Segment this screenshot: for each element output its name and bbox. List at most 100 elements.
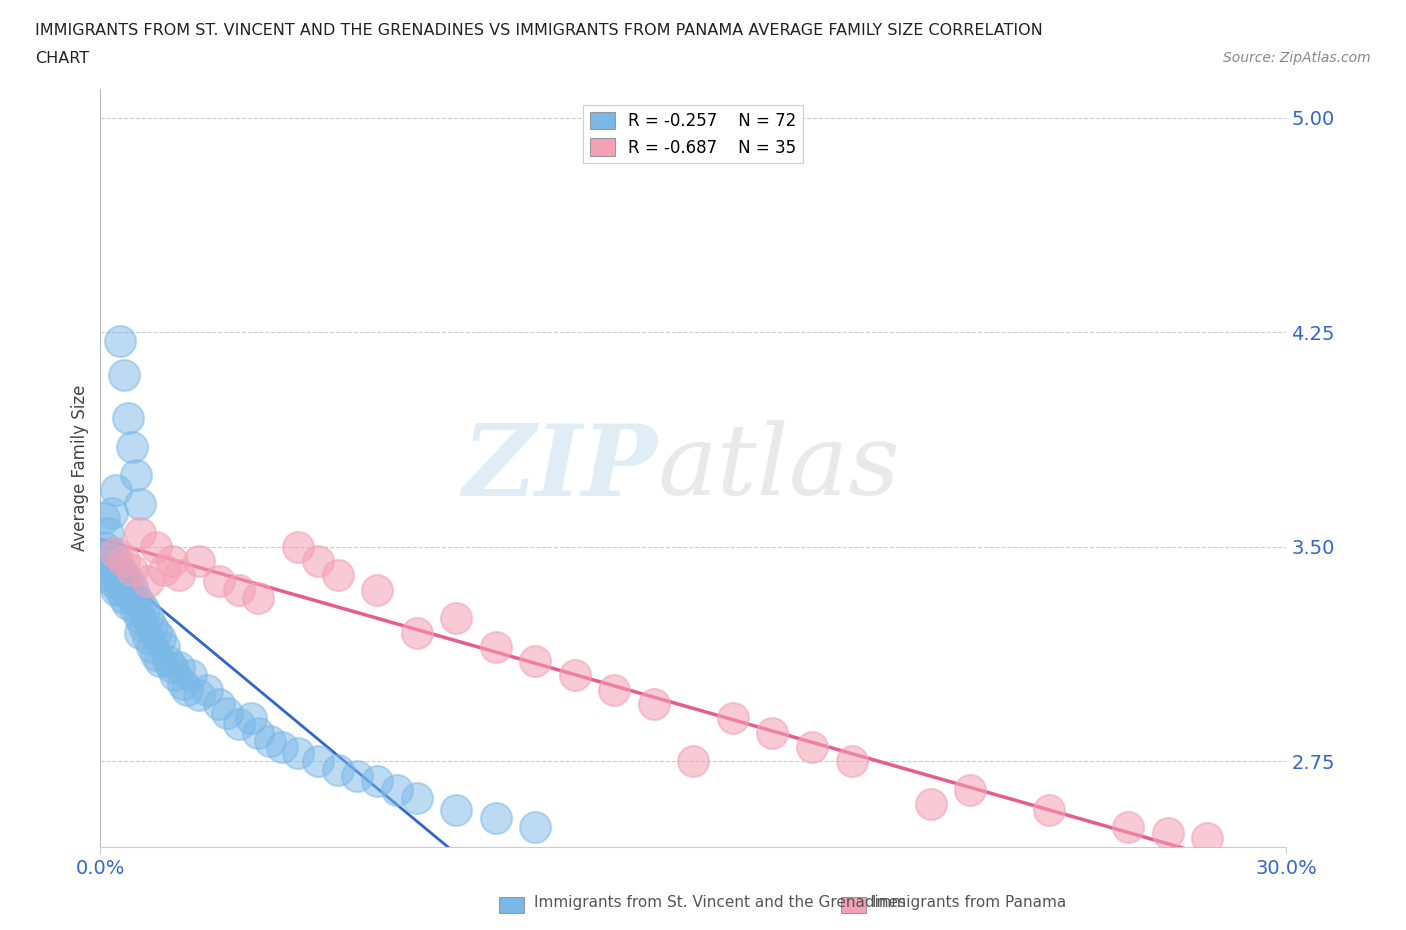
Point xyxy=(141,619,163,634)
Point xyxy=(101,505,124,520)
Point xyxy=(117,411,139,426)
Point xyxy=(101,563,124,578)
Text: Immigrants from Panama: Immigrants from Panama xyxy=(872,895,1066,910)
Point xyxy=(307,754,329,769)
Point xyxy=(228,717,250,732)
Point xyxy=(405,790,427,805)
Point xyxy=(959,782,981,797)
Point xyxy=(643,697,665,711)
Point xyxy=(112,553,135,568)
Point xyxy=(97,568,120,583)
Point xyxy=(346,768,368,783)
Point xyxy=(682,754,704,769)
Point xyxy=(920,797,942,812)
Point xyxy=(195,683,218,698)
Point xyxy=(169,659,191,674)
Point xyxy=(125,603,148,618)
Point xyxy=(121,591,143,605)
Point xyxy=(180,668,202,683)
Text: Immigrants from St. Vincent and the Grenadines: Immigrants from St. Vincent and the Gren… xyxy=(534,895,907,910)
Point xyxy=(259,734,281,749)
Point xyxy=(239,711,262,725)
Point xyxy=(287,745,309,760)
Point xyxy=(485,640,508,655)
Point xyxy=(145,539,167,554)
Point xyxy=(132,619,155,634)
Point xyxy=(105,553,128,568)
Y-axis label: Average Family Size: Average Family Size xyxy=(72,385,89,551)
Point xyxy=(108,574,131,589)
Point xyxy=(105,568,128,583)
Point xyxy=(112,368,135,383)
Point xyxy=(287,539,309,554)
Point xyxy=(385,782,408,797)
Point xyxy=(125,468,148,483)
Point xyxy=(152,563,174,578)
Point xyxy=(125,591,148,605)
Point xyxy=(145,625,167,640)
Point xyxy=(485,811,508,826)
Point xyxy=(93,511,115,525)
Point xyxy=(105,545,128,560)
Point xyxy=(366,774,388,789)
Point xyxy=(108,334,131,349)
Point xyxy=(112,579,135,594)
Point xyxy=(128,611,150,626)
Point xyxy=(524,819,547,834)
Point xyxy=(271,739,294,754)
Point xyxy=(1197,831,1219,846)
Point xyxy=(564,668,586,683)
Point xyxy=(215,705,238,720)
Point xyxy=(108,563,131,578)
Point xyxy=(1038,803,1060,817)
Point xyxy=(156,654,179,669)
Point xyxy=(228,582,250,597)
Point xyxy=(105,582,128,597)
Point xyxy=(366,582,388,597)
Point xyxy=(152,640,174,655)
Point xyxy=(444,611,467,626)
Point xyxy=(1116,819,1139,834)
Text: IMMIGRANTS FROM ST. VINCENT AND THE GRENADINES VS IMMIGRANTS FROM PANAMA AVERAGE: IMMIGRANTS FROM ST. VINCENT AND THE GREN… xyxy=(35,23,1043,38)
Point xyxy=(841,754,863,769)
Point xyxy=(112,568,135,583)
Point xyxy=(97,525,120,540)
Point xyxy=(121,439,143,454)
Point xyxy=(128,525,150,540)
Point xyxy=(721,711,744,725)
Point xyxy=(307,553,329,568)
Point xyxy=(524,654,547,669)
Text: Source: ZipAtlas.com: Source: ZipAtlas.com xyxy=(1223,51,1371,65)
Point xyxy=(117,574,139,589)
Point xyxy=(121,563,143,578)
Point xyxy=(108,582,131,597)
Point xyxy=(444,803,467,817)
Point xyxy=(326,763,349,777)
Point xyxy=(128,497,150,512)
Point xyxy=(149,654,172,669)
Point xyxy=(128,596,150,611)
Point xyxy=(132,603,155,618)
Point xyxy=(405,625,427,640)
Text: atlas: atlas xyxy=(658,420,901,516)
Point xyxy=(97,553,120,568)
Point xyxy=(208,697,231,711)
Point xyxy=(160,553,183,568)
Point xyxy=(149,631,172,645)
Point xyxy=(169,568,191,583)
Point xyxy=(188,553,211,568)
Point xyxy=(93,539,115,554)
Point xyxy=(136,631,159,645)
Text: CHART: CHART xyxy=(35,51,89,66)
Point xyxy=(101,574,124,589)
Point xyxy=(188,688,211,703)
Point xyxy=(208,574,231,589)
Point xyxy=(117,596,139,611)
Point xyxy=(101,545,124,560)
Point xyxy=(165,668,187,683)
Legend: R = -0.257    N = 72, R = -0.687    N = 35: R = -0.257 N = 72, R = -0.687 N = 35 xyxy=(583,105,803,164)
Point xyxy=(145,648,167,663)
Point xyxy=(141,640,163,655)
Point xyxy=(761,725,783,740)
Point xyxy=(326,568,349,583)
